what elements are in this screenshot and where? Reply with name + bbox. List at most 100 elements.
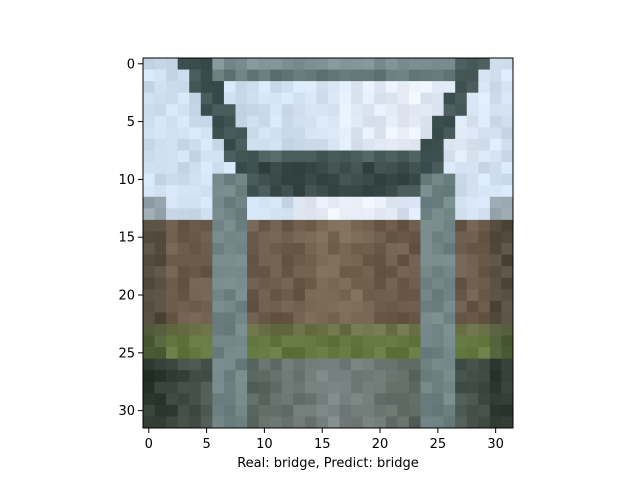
image-pixel: [270, 381, 283, 394]
image-pixel: [374, 92, 387, 105]
image-pixel: [408, 138, 421, 151]
image-pixel: [362, 323, 375, 336]
image-pixel: [316, 416, 329, 429]
image-pixel: [304, 92, 317, 105]
image-pixel: [200, 138, 213, 151]
image-pixel: [235, 185, 248, 198]
image-pixel: [189, 254, 202, 267]
y-tick-label: 15: [118, 231, 135, 246]
image-pixel: [339, 277, 352, 290]
image-pixel: [270, 416, 283, 429]
image-pixel: [374, 69, 387, 82]
image-pixel: [420, 416, 433, 429]
image-pixel: [362, 58, 375, 70]
image-pixel: [478, 162, 491, 174]
image-pixel: [270, 393, 283, 406]
image-pixel: [328, 127, 340, 140]
image-pixel: [351, 104, 364, 117]
image-pixel: [432, 335, 444, 348]
image-pixel: [258, 208, 271, 221]
image-pixel: [143, 81, 155, 94]
image-pixel: [466, 81, 479, 94]
image-pixel: [466, 208, 479, 221]
image-pixel: [235, 381, 248, 394]
image-pixel: [154, 266, 167, 279]
image-pixel: [328, 277, 340, 290]
image-pixel: [235, 254, 248, 267]
image-pixel: [455, 347, 468, 359]
image-pixel: [385, 196, 398, 209]
image-pixel: [420, 231, 433, 244]
image-pixel: [189, 173, 202, 186]
image-pixel: [455, 150, 468, 163]
image-pixel: [385, 208, 398, 221]
image-pixel: [455, 358, 468, 371]
image-pixel: [212, 231, 225, 244]
image-pixel: [432, 173, 444, 186]
image-pixel: [408, 347, 421, 359]
image-pixel: [397, 92, 410, 105]
image-pixel: [443, 162, 456, 174]
image-pixel: [200, 196, 213, 209]
image-pixel: [189, 92, 202, 105]
image-pixel: [501, 289, 514, 302]
image-pixel: [200, 277, 213, 290]
image-pixel: [166, 312, 179, 325]
image-pixel: [443, 58, 456, 70]
image-pixel: [466, 335, 479, 348]
image-pixel: [455, 266, 468, 279]
image-pixel: [154, 196, 167, 209]
image-pixel: [304, 208, 317, 221]
image-pixel: [385, 243, 398, 255]
image-pixel: [270, 254, 283, 267]
image-pixel: [501, 115, 514, 128]
image-pixel: [501, 69, 514, 82]
image-pixel: [270, 173, 283, 186]
image-pixel: [408, 185, 421, 198]
image-pixel: [143, 254, 155, 267]
image-pixel: [408, 370, 421, 383]
image-pixel: [223, 289, 236, 302]
image-pixel: [223, 358, 236, 371]
image-pixel: [478, 312, 491, 325]
image-pixel: [501, 416, 514, 429]
image-pixel: [293, 393, 306, 406]
image-pixel: [177, 370, 190, 383]
image-pixel: [166, 115, 179, 128]
image-pixel: [154, 69, 167, 82]
image-pixel: [420, 81, 433, 94]
image-pixel: [154, 185, 167, 198]
image-pixel: [143, 58, 155, 70]
image-pixel: [304, 404, 317, 417]
image-pixel: [351, 335, 364, 348]
image-pixel: [247, 266, 259, 279]
image-pixel: [351, 358, 364, 371]
image-pixel: [143, 69, 155, 82]
image-pixel: [432, 162, 444, 174]
image-pixel: [143, 266, 155, 279]
image-pixel: [235, 196, 248, 209]
image-pixel: [143, 404, 155, 417]
image-pixel: [166, 138, 179, 151]
image-pixel: [397, 404, 410, 417]
image-pixel: [281, 92, 294, 105]
image-pixel: [362, 81, 375, 94]
image-pixel: [212, 185, 225, 198]
image-pixel: [408, 219, 421, 232]
image-pixel: [258, 219, 271, 232]
image-pixel: [466, 289, 479, 302]
image-pixel: [397, 231, 410, 244]
image-pixel: [351, 162, 364, 174]
image-pixel: [177, 173, 190, 186]
image-pixel: [293, 323, 306, 336]
image-pixel: [455, 370, 468, 383]
image-pixel: [408, 231, 421, 244]
image-pixel: [200, 92, 213, 105]
image-pixel: [166, 92, 179, 105]
image-pixel: [200, 115, 213, 128]
image-pixel: [408, 127, 421, 140]
image-pixel: [316, 393, 329, 406]
image-pixel: [316, 381, 329, 394]
image-pixel: [316, 138, 329, 151]
image-pixel: [374, 300, 387, 313]
